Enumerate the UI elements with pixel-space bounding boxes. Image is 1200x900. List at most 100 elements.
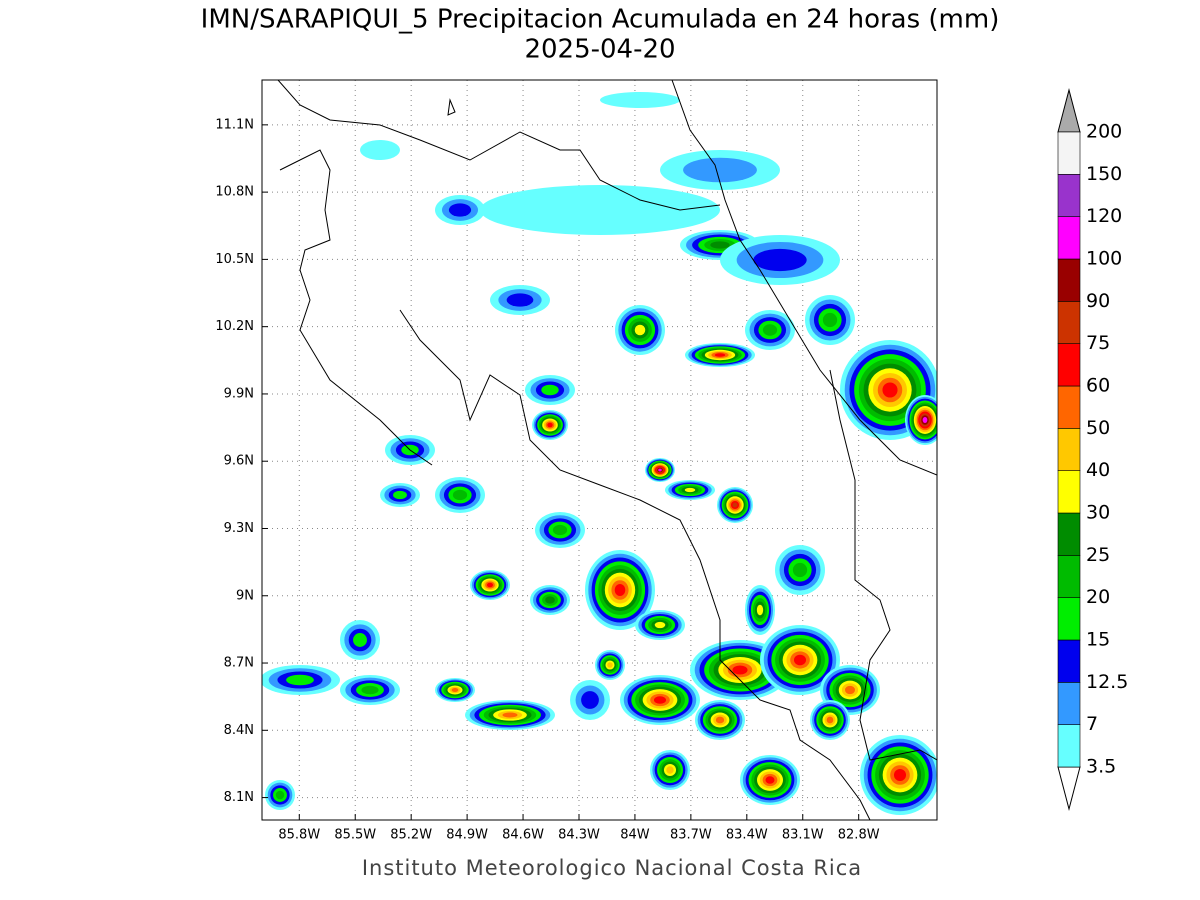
precip-area [922, 417, 928, 423]
x-tick-label: 85.8W [278, 828, 320, 843]
colorbar-segment [1057, 216, 1081, 260]
colorbar-segment [1057, 301, 1081, 344]
precip-area [600, 92, 680, 108]
y-tick-label: 10.8N [215, 185, 254, 200]
colorbar-segment [1057, 258, 1081, 302]
colorbar-segment [1057, 428, 1081, 471]
precip-area [654, 621, 666, 629]
y-tick-label: 8.4N [224, 723, 254, 738]
precip-area [614, 583, 626, 597]
colorbar-label: 3.5 [1086, 756, 1116, 778]
precipitation-field [262, 92, 937, 815]
precip-area [765, 776, 775, 784]
precip-area [793, 654, 807, 666]
colorbar-label: 120 [1086, 205, 1122, 227]
colorbar-label: 40 [1086, 459, 1110, 481]
precip-area [634, 324, 646, 336]
colorbar-segment [1057, 724, 1081, 768]
precip-area [581, 691, 599, 709]
colorbar-label: 75 [1086, 332, 1110, 354]
precip-area [361, 685, 379, 695]
precip-area [715, 716, 725, 724]
y-tick-label: 10.5N [215, 252, 254, 267]
colorbar-label: 25 [1086, 544, 1110, 566]
precip-area [826, 716, 834, 724]
y-tick-label: 11.1N [215, 117, 254, 132]
axes: 85.8W 85.5W 85.2W 84.9W 84.6W 84.3W 84W 83.7W 83… [215, 117, 879, 842]
precip-area [541, 384, 559, 396]
precip-area [286, 674, 314, 686]
x-tick-label: 85.2W [390, 828, 432, 843]
colorbar-label: 15 [1086, 629, 1110, 651]
x-tick-label: 85.5W [334, 828, 376, 843]
precip-area [762, 324, 778, 336]
precip-area [480, 185, 720, 235]
colorbar-segment [1057, 174, 1081, 217]
colorbar-segment [1057, 385, 1081, 429]
x-tick-label: 84.6W [502, 828, 544, 843]
nicaragua-border [277, 80, 721, 211]
precip-area [845, 685, 855, 695]
colorbar-label: 60 [1086, 375, 1110, 397]
precip-area [658, 468, 662, 472]
y-tick-label: 9.3N [224, 521, 254, 536]
colorbar-label: 12.5 [1086, 671, 1128, 693]
caribbean-coast [671, 80, 937, 476]
precip-area [732, 502, 738, 508]
y-tick-label: 8.1N [224, 790, 254, 805]
colorbar-segment [1057, 470, 1081, 514]
precip-area [710, 241, 730, 249]
x-tick-label: 82.8W [838, 828, 880, 843]
y-tick-label: 9.6N [224, 454, 254, 469]
colorbar-label: 20 [1086, 586, 1110, 608]
x-tick-label: 84W [620, 828, 650, 843]
precip-area [882, 382, 898, 398]
colorbar-label: 100 [1086, 248, 1122, 270]
y-tick-label: 9.9N [224, 386, 254, 401]
precip-area [683, 157, 757, 183]
colorbar-segment [1057, 555, 1081, 598]
y-tick-label: 10.2N [215, 319, 254, 334]
x-tick-label: 84.3W [558, 828, 600, 843]
colorbar-over [1057, 88, 1081, 133]
precip-area [547, 422, 553, 428]
precip-area [360, 140, 400, 160]
coastlines [277, 80, 937, 820]
lake [447, 98, 456, 116]
precip-area [684, 487, 696, 493]
panama-border [829, 369, 937, 761]
precip-area [353, 633, 367, 647]
precip-area [714, 353, 726, 357]
precip-area [275, 790, 285, 800]
x-tick-label: 83.1W [782, 828, 824, 843]
precip-area [653, 696, 667, 704]
precip-area [502, 712, 518, 718]
precip-area [792, 562, 808, 578]
precip-area [607, 662, 613, 668]
precip-area [545, 596, 555, 604]
precip-area [452, 489, 468, 501]
colorbar-under [1057, 766, 1081, 811]
precip-area [486, 582, 494, 588]
precip-area [451, 688, 459, 692]
precip-area [822, 312, 838, 328]
precip-area [756, 604, 764, 616]
precip-area [506, 293, 534, 307]
colorbar-segment [1057, 597, 1081, 641]
subtitle: 2025-04-20 [524, 35, 675, 65]
colorbar-label: 30 [1086, 502, 1110, 524]
precip-area [448, 203, 472, 217]
precip-area [393, 490, 407, 500]
y-tick-label: 9N [236, 588, 254, 603]
colorbar-label: 50 [1086, 417, 1110, 439]
precip-area [552, 524, 568, 536]
footer: Instituto Meteorologico Nacional Costa R… [362, 856, 862, 880]
colorbar: 3.5 7 12.5 15 20 25 30 40 50 60 75 90 100 120 150 200 [1057, 88, 1128, 811]
colorbar-label: 90 [1086, 290, 1110, 312]
precip-area [732, 665, 748, 675]
colorbar-segment [1057, 343, 1081, 387]
x-tick-label: 84.9W [446, 828, 488, 843]
colorbar-label: 7 [1086, 713, 1098, 735]
precip-area [753, 248, 807, 272]
